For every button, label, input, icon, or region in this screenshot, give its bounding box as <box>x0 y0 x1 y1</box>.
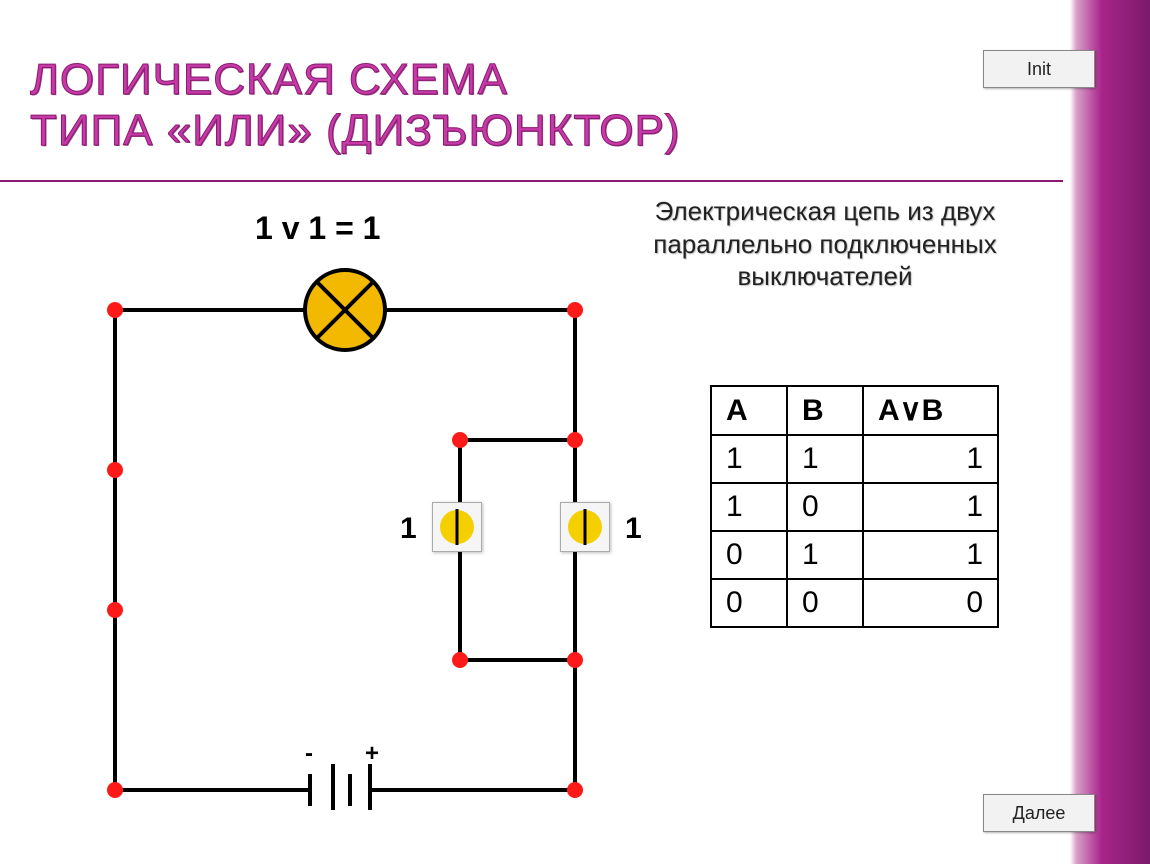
title-line-2: ТИПА «ИЛИ» (ДИЗЪЮНКТОР) <box>30 106 680 155</box>
right-gradient-sidebar <box>1070 0 1150 864</box>
switch-on-icon <box>565 507 605 547</box>
init-button-label: Init <box>1027 59 1051 80</box>
boolean-equation: 1 v 1 = 1 <box>255 210 380 247</box>
table-row: 0 0 0 <box>711 579 998 627</box>
next-button[interactable]: Далее <box>983 794 1095 832</box>
switch-b-value: 1 <box>625 512 642 546</box>
description-text: Электрическая цепь из двух параллельно п… <box>595 195 1055 293</box>
next-button-label: Далее <box>1013 803 1066 824</box>
switch-on-icon <box>437 507 477 547</box>
table-row: 0 1 1 <box>711 531 998 579</box>
battery-minus-label: - <box>305 740 313 768</box>
slide-title: ЛОГИЧЕСКАЯ СХЕМА ТИПА «ИЛИ» (ДИЗЪЮНКТОР) <box>30 55 680 156</box>
truth-table: А В А∨В 1 1 1 1 0 1 0 1 1 0 0 0 <box>710 385 999 628</box>
title-line-1: ЛОГИЧЕСКАЯ СХЕМА <box>30 55 508 104</box>
lamp-icon <box>305 270 385 350</box>
col-result-header: А∨В <box>863 386 998 435</box>
switch-b-button[interactable] <box>560 502 610 552</box>
switch-a-value: 1 <box>400 512 417 546</box>
table-header-row: А В А∨В <box>711 386 998 435</box>
title-underline <box>0 180 1063 182</box>
col-a-header: А <box>711 386 787 435</box>
switch-a-button[interactable] <box>432 502 482 552</box>
col-b-header: В <box>787 386 863 435</box>
table-row: 1 1 1 <box>711 435 998 483</box>
init-button[interactable]: Init <box>983 50 1095 88</box>
table-row: 1 0 1 <box>711 483 998 531</box>
battery-plus-label: + <box>365 740 379 768</box>
